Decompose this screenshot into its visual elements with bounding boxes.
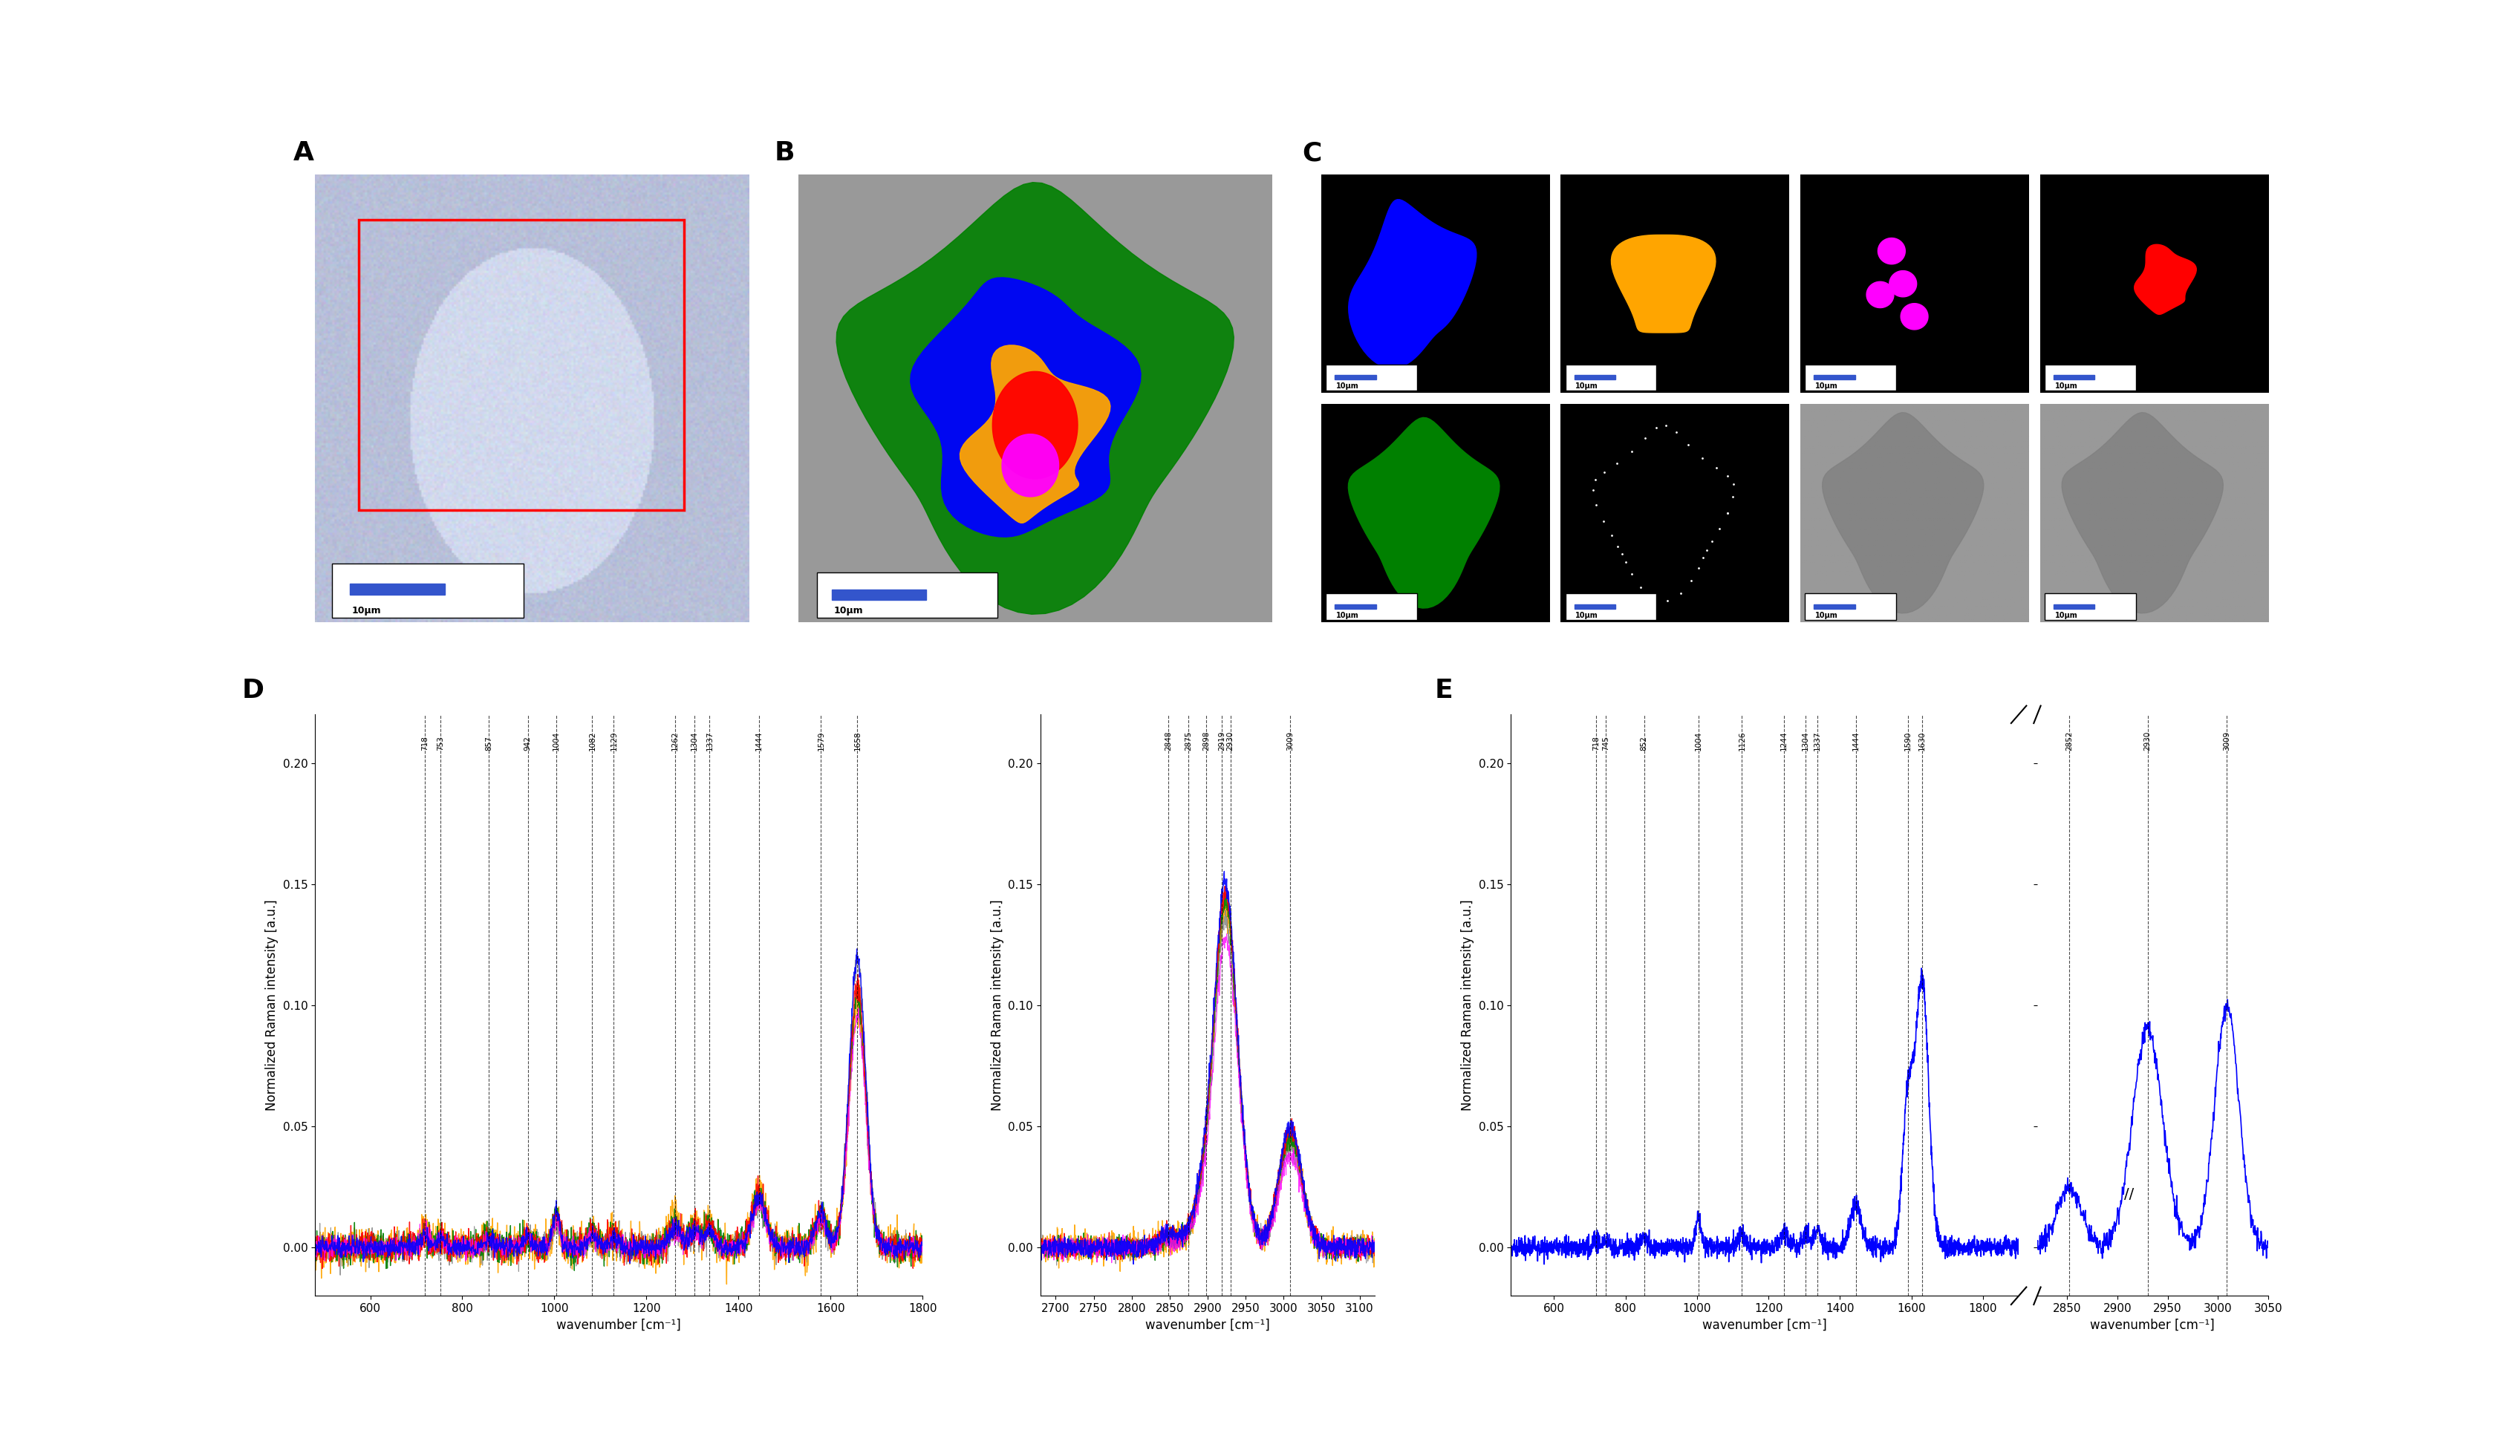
- X-axis label: wavenumber [cm⁻¹]: wavenumber [cm⁻¹]: [2089, 1318, 2215, 1332]
- Bar: [2054, 604, 2094, 609]
- Y-axis label: Normalized Raman intensity [a.u.]: Normalized Raman intensity [a.u.]: [265, 900, 280, 1111]
- Text: 1262: 1262: [670, 731, 678, 751]
- Text: A: A: [292, 141, 315, 166]
- Text: 1004: 1004: [552, 731, 559, 751]
- Text: 2898: 2898: [1202, 731, 1210, 751]
- Text: 718: 718: [421, 737, 428, 751]
- Bar: [1336, 604, 1376, 609]
- Text: 3009: 3009: [2223, 731, 2230, 751]
- Text: 10μm: 10μm: [2054, 383, 2076, 390]
- Text: //: //: [2124, 1187, 2134, 1201]
- Text: 10μm: 10μm: [350, 606, 378, 616]
- Bar: [358, 220, 683, 510]
- Text: 1337: 1337: [1814, 731, 1822, 751]
- Text: 10μm: 10μm: [353, 604, 386, 616]
- Y-axis label: Normalized Raman intensity [a.u.]: Normalized Raman intensity [a.u.]: [1462, 900, 1474, 1111]
- Text: 1244: 1244: [1782, 731, 1787, 751]
- Polygon shape: [1348, 418, 1499, 609]
- X-axis label: wavenumber [cm⁻¹]: wavenumber [cm⁻¹]: [1704, 1318, 1827, 1332]
- Text: 1579: 1579: [816, 731, 824, 751]
- Polygon shape: [1822, 412, 1983, 613]
- Polygon shape: [837, 182, 1235, 614]
- Text: 10μm: 10μm: [353, 606, 381, 616]
- Bar: [333, 563, 524, 617]
- Polygon shape: [960, 345, 1111, 523]
- Bar: [1326, 594, 1416, 620]
- Text: 10μm: 10μm: [1575, 612, 1598, 619]
- Text: 1304: 1304: [690, 731, 698, 751]
- Text: E: E: [1434, 677, 1454, 703]
- Text: 2930: 2930: [1227, 731, 1235, 751]
- Text: 1337: 1337: [706, 731, 713, 751]
- Polygon shape: [2061, 412, 2223, 613]
- Bar: [1804, 364, 1895, 390]
- Text: 753: 753: [436, 737, 444, 751]
- Text: 2919: 2919: [1217, 731, 1225, 751]
- Bar: [832, 590, 927, 600]
- Polygon shape: [993, 371, 1079, 479]
- Text: 1082: 1082: [590, 731, 595, 751]
- Text: 942: 942: [524, 737, 532, 751]
- Text: 10μm: 10μm: [1336, 383, 1358, 390]
- Text: 1129: 1129: [610, 731, 617, 751]
- Y-axis label: Normalized Raman intensity [a.u.]: Normalized Raman intensity [a.u.]: [990, 900, 1003, 1111]
- Bar: [1565, 594, 1656, 620]
- Text: 852: 852: [1641, 737, 1648, 751]
- Text: 3009: 3009: [1288, 731, 1295, 751]
- Text: 10μm: 10μm: [1336, 612, 1358, 619]
- Bar: [2044, 364, 2134, 390]
- Bar: [1575, 376, 1615, 380]
- Bar: [1814, 376, 1855, 380]
- Bar: [1326, 364, 1416, 390]
- X-axis label: wavenumber [cm⁻¹]: wavenumber [cm⁻¹]: [1147, 1318, 1270, 1332]
- Bar: [1575, 604, 1615, 609]
- Text: 745: 745: [1603, 737, 1610, 751]
- Text: 10μm: 10μm: [834, 606, 864, 616]
- Bar: [350, 587, 446, 600]
- Bar: [1804, 594, 1895, 620]
- Bar: [350, 584, 446, 596]
- Bar: [338, 584, 446, 596]
- Polygon shape: [1877, 237, 1905, 264]
- Bar: [1336, 376, 1376, 380]
- Text: 1658: 1658: [854, 731, 862, 751]
- Text: 1004: 1004: [1693, 731, 1701, 751]
- Text: B: B: [774, 141, 796, 166]
- Text: 10μm: 10μm: [1814, 612, 1837, 619]
- Polygon shape: [1900, 303, 1928, 329]
- Text: 2875: 2875: [1184, 731, 1192, 751]
- X-axis label: wavenumber [cm⁻¹]: wavenumber [cm⁻¹]: [557, 1318, 680, 1332]
- Text: 1304: 1304: [1802, 731, 1809, 751]
- Text: 1444: 1444: [756, 731, 764, 751]
- Text: 10μm: 10μm: [1575, 383, 1598, 390]
- Polygon shape: [1890, 271, 1918, 297]
- Text: 10μm: 10μm: [1814, 383, 1837, 390]
- Bar: [2044, 594, 2134, 620]
- Bar: [1814, 604, 1855, 609]
- Text: 1126: 1126: [1739, 731, 1746, 751]
- Text: C: C: [1303, 141, 1323, 166]
- Polygon shape: [1003, 434, 1058, 496]
- Text: 2852: 2852: [2066, 731, 2074, 751]
- Bar: [816, 572, 998, 617]
- Polygon shape: [910, 278, 1142, 537]
- Polygon shape: [2134, 245, 2197, 314]
- Text: 1630: 1630: [1918, 731, 1925, 751]
- Text: 718: 718: [1593, 737, 1600, 751]
- Text: D: D: [242, 677, 265, 703]
- Text: 1444: 1444: [1852, 731, 1860, 751]
- Bar: [1565, 364, 1656, 390]
- Text: 2930: 2930: [2145, 731, 2152, 751]
- Text: 10μm: 10μm: [2054, 612, 2076, 619]
- Polygon shape: [1610, 234, 1716, 332]
- Polygon shape: [1867, 281, 1895, 307]
- Bar: [2054, 376, 2094, 380]
- Polygon shape: [1348, 199, 1477, 368]
- Text: 2848: 2848: [1164, 731, 1172, 751]
- Text: 1590: 1590: [1905, 731, 1913, 751]
- Text: 857: 857: [484, 737, 491, 751]
